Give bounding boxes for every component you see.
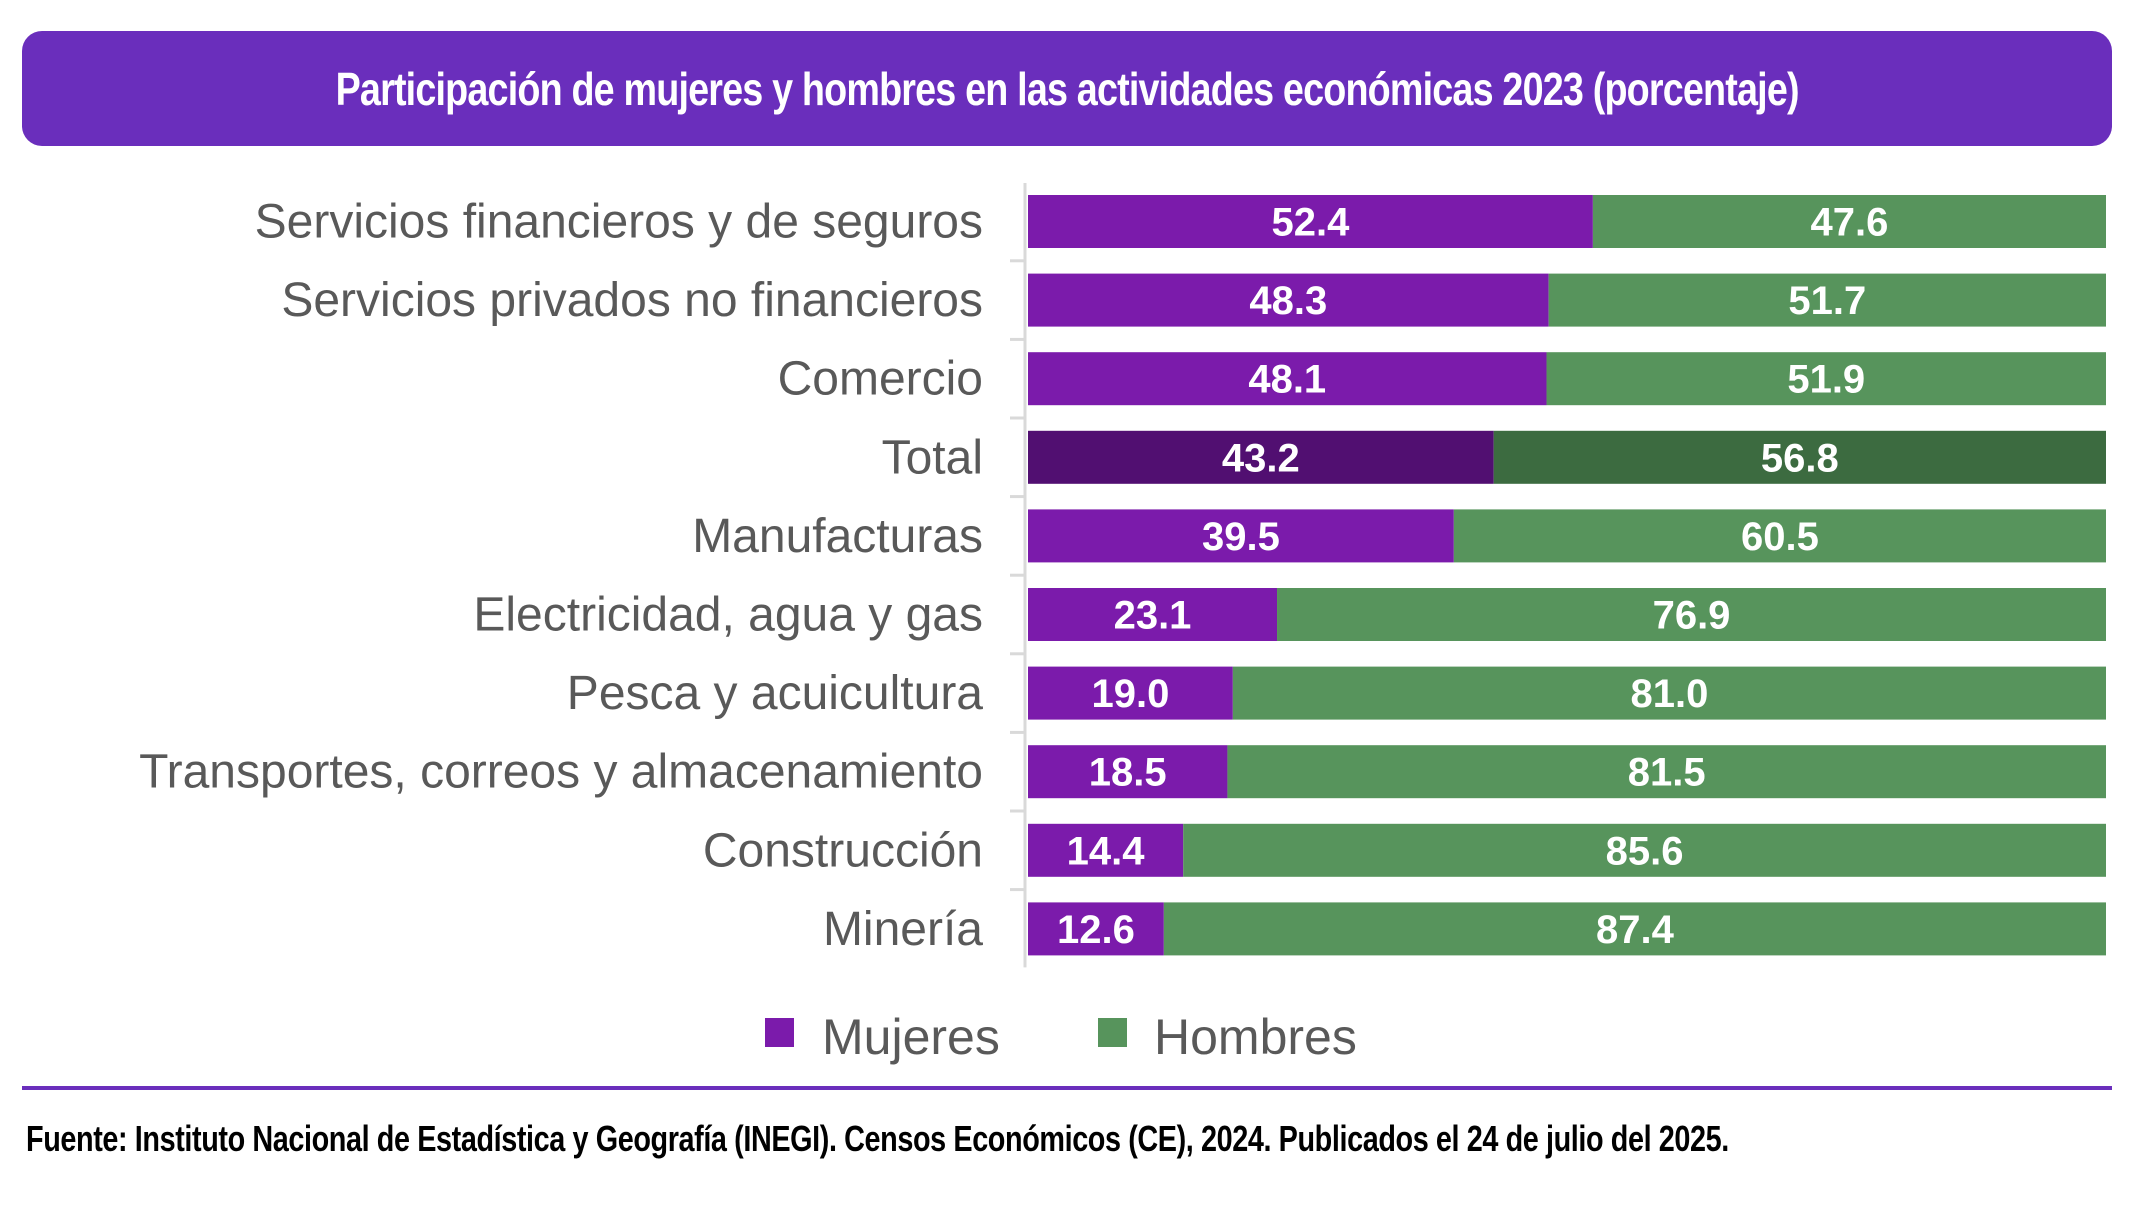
- legend-swatch-mujeres: [765, 1018, 794, 1047]
- bar-mujeres: [1028, 195, 1593, 248]
- bar-hombres: [1453, 509, 2106, 563]
- category-label: Manufacturas: [692, 510, 983, 563]
- bar-hombres: [1592, 195, 2106, 248]
- bar-hombres: [1548, 273, 2106, 327]
- bar-hombres: [1546, 352, 2106, 406]
- category-label: Total: [882, 431, 983, 484]
- bar-mujeres: [1028, 588, 1278, 641]
- data-label-mujeres: 19.0: [1091, 672, 1169, 716]
- bar-mujeres: [1028, 352, 1547, 406]
- data-label-hombres: 81.0: [1630, 672, 1708, 716]
- data-label-hombres: 51.7: [1788, 279, 1866, 323]
- data-label-mujeres: 48.1: [1248, 358, 1326, 402]
- category-label: Pesca y acuicultura: [567, 667, 984, 720]
- chart-title: Participación de mujeres y hombres en la…: [335, 62, 1799, 115]
- data-label-mujeres: 18.5: [1089, 751, 1167, 795]
- bar-mujeres: [1028, 666, 1233, 720]
- legend-label-hombres: Hombres: [1154, 1009, 1357, 1065]
- category-label: Minería: [823, 903, 983, 956]
- category-label: Servicios financieros y de seguros: [255, 196, 983, 249]
- data-label-mujeres: 14.4: [1067, 829, 1146, 873]
- data-label-mujeres: 43.2: [1222, 436, 1300, 480]
- data-label-mujeres: 48.3: [1249, 279, 1327, 323]
- data-label-hombres: 76.9: [1653, 594, 1731, 638]
- data-label-hombres: 60.5: [1741, 515, 1819, 559]
- data-label-hombres: 81.5: [1628, 751, 1706, 795]
- bar-mujeres: [1028, 430, 1494, 484]
- bar-mujeres: [1028, 745, 1228, 799]
- data-label-hombres: 51.9: [1787, 358, 1865, 402]
- data-label-mujeres: 12.6: [1057, 908, 1135, 952]
- bar-mujeres: [1028, 273, 1549, 327]
- bar-hombres: [1183, 823, 2106, 877]
- legend-label-mujeres: Mujeres: [822, 1009, 1000, 1065]
- footer-divider: [22, 1086, 2112, 1090]
- category-label: Construcción: [703, 824, 983, 877]
- bar-hombres: [1227, 745, 2106, 799]
- bars-layer: 52.4 47.6 48.3 51.7 48.1 51.9 43.2 56.8 39.5 60.5…: [1028, 195, 2106, 956]
- bar-hombres: [1493, 430, 2106, 484]
- bar-mujeres: [1028, 509, 1454, 563]
- legend: Mujeres Hombres: [765, 1009, 1357, 1065]
- bar-hombres: [1163, 902, 2106, 956]
- data-label-hombres: 56.8: [1761, 436, 1839, 480]
- data-label-hombres: 87.4: [1596, 908, 1675, 952]
- source-note: Fuente: Instituto Nacional de Estadístic…: [26, 1118, 1729, 1159]
- legend-swatch-hombres: [1098, 1018, 1127, 1047]
- bar-hombres: [1232, 666, 2106, 720]
- category-label: Transportes, correos y almacenamiento: [139, 746, 983, 799]
- data-label-hombres: 47.6: [1811, 201, 1889, 245]
- data-label-mujeres: 39.5: [1202, 515, 1280, 559]
- category-label: Comercio: [778, 353, 983, 406]
- bar-mujeres: [1028, 902, 1164, 956]
- y-axis: [1010, 183, 1027, 968]
- bar-hombres: [1277, 588, 2106, 641]
- data-label-mujeres: 52.4: [1272, 201, 1351, 245]
- data-label-hombres: 85.6: [1606, 829, 1684, 873]
- data-label-mujeres: 23.1: [1114, 594, 1192, 638]
- title-banner: Participación de mujeres y hombres en la…: [22, 31, 2112, 146]
- category-labels: Servicios financieros y de seguros Servic…: [139, 196, 983, 956]
- category-label: Servicios privados no financieros: [281, 274, 983, 327]
- category-label: Electricidad, agua y gas: [473, 589, 983, 642]
- bar-mujeres: [1028, 823, 1184, 877]
